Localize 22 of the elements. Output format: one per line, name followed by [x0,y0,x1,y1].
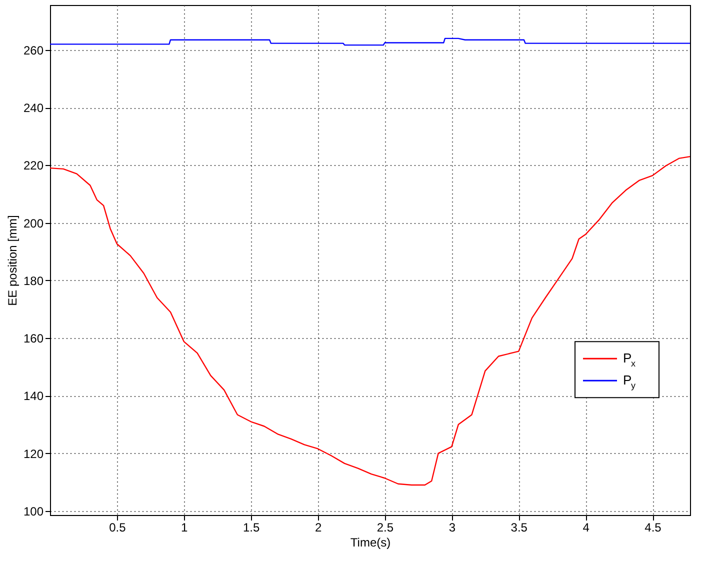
y-tick-label: 260 [23,43,44,58]
x-tick-label: 1 [181,520,188,534]
y-tick-label: 160 [23,332,44,346]
y-axis-title: EE position [mm] [5,215,20,306]
y-tick-label: 120 [23,446,44,461]
y-tick-label: 240 [23,101,44,116]
x-tick-label: 4 [582,520,590,534]
y-tick-label: 220 [23,158,44,173]
x-tick-label: 4.5 [644,520,662,534]
x-axis-title: Time(s) [350,536,391,550]
y-tick-label: 140 [23,389,44,404]
line-series [49,156,691,486]
y-tick-label: 200 [23,216,44,230]
y-tick-label: 100 [23,504,44,518]
x-tick-label: 3 [448,520,456,534]
y-tick-label: 180 [23,274,44,288]
x-tick-label: 3.5 [510,520,528,534]
x-tick-label: 2 [314,520,322,534]
x-tick-label: 1.5 [242,520,260,534]
x-tick-label: 2.5 [376,520,394,534]
line-series [49,38,691,46]
x-tick-label: 0.5 [109,520,126,534]
